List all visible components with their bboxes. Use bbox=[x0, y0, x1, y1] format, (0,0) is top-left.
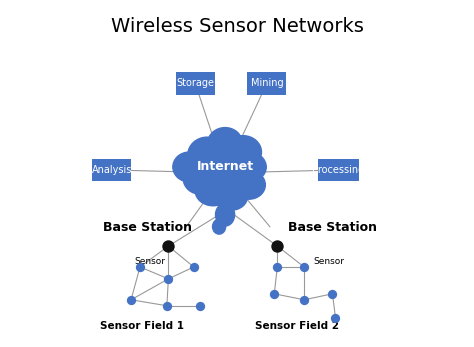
Ellipse shape bbox=[232, 152, 266, 182]
Point bbox=[328, 291, 336, 297]
Ellipse shape bbox=[215, 183, 247, 210]
Ellipse shape bbox=[188, 137, 227, 173]
Ellipse shape bbox=[183, 163, 219, 194]
Ellipse shape bbox=[233, 171, 265, 199]
Text: Sensor Field 2: Sensor Field 2 bbox=[255, 321, 339, 331]
Point bbox=[271, 291, 278, 297]
FancyBboxPatch shape bbox=[92, 159, 131, 181]
Ellipse shape bbox=[208, 128, 242, 159]
Ellipse shape bbox=[212, 219, 226, 234]
Ellipse shape bbox=[225, 136, 262, 169]
Point bbox=[127, 297, 135, 303]
Text: Base Station: Base Station bbox=[103, 221, 191, 234]
Text: Storage: Storage bbox=[176, 78, 214, 88]
Point bbox=[164, 243, 172, 249]
Text: Mining: Mining bbox=[251, 78, 283, 88]
Text: Sensor Field 1: Sensor Field 1 bbox=[100, 321, 184, 331]
Point bbox=[190, 264, 198, 270]
Text: Processing: Processing bbox=[312, 165, 365, 175]
Point bbox=[301, 264, 308, 270]
Text: Sensor: Sensor bbox=[313, 257, 344, 266]
Ellipse shape bbox=[197, 145, 254, 195]
Point bbox=[273, 264, 281, 270]
Point bbox=[196, 303, 203, 308]
FancyBboxPatch shape bbox=[176, 72, 215, 95]
Point bbox=[273, 243, 281, 249]
Ellipse shape bbox=[195, 176, 231, 206]
Text: Wireless Sensor Networks: Wireless Sensor Networks bbox=[110, 17, 364, 36]
Text: Analysis: Analysis bbox=[91, 165, 132, 175]
Text: Base Station: Base Station bbox=[288, 221, 377, 234]
Point bbox=[332, 315, 339, 321]
Point bbox=[136, 264, 144, 270]
Text: Sensor: Sensor bbox=[134, 257, 165, 266]
Point bbox=[163, 303, 171, 308]
Point bbox=[164, 276, 172, 282]
Text: Internet: Internet bbox=[197, 160, 254, 174]
FancyBboxPatch shape bbox=[318, 159, 359, 181]
Point bbox=[301, 297, 308, 303]
Ellipse shape bbox=[173, 152, 206, 182]
Ellipse shape bbox=[216, 203, 235, 226]
FancyBboxPatch shape bbox=[247, 72, 286, 95]
